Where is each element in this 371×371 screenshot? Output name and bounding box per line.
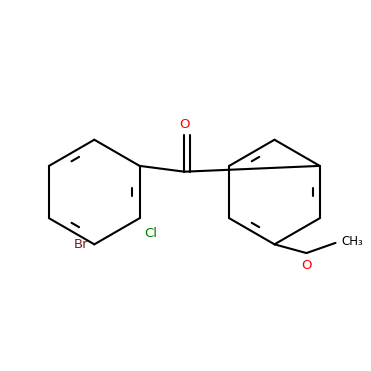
Text: Cl: Cl [144,227,157,240]
Text: O: O [301,259,312,272]
Text: Br: Br [74,238,89,251]
Text: O: O [179,118,190,131]
Text: CH₃: CH₃ [341,235,363,248]
